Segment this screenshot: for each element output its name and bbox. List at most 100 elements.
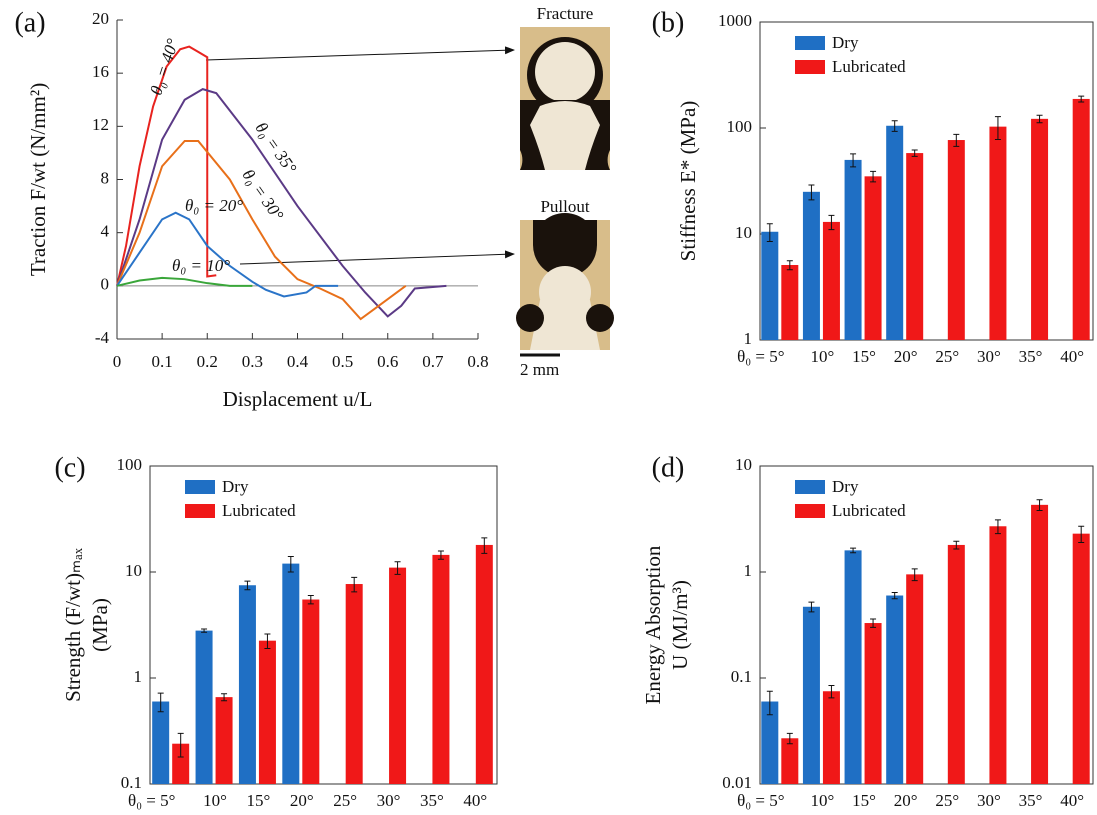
error-bar bbox=[911, 568, 918, 582]
error-bar bbox=[1078, 525, 1085, 543]
legend-label: Dry bbox=[832, 477, 859, 496]
x-tick-label: 0.5 bbox=[332, 352, 353, 371]
x-tick-label: 10° bbox=[811, 347, 835, 366]
plot-frame bbox=[759, 21, 1094, 341]
bar bbox=[844, 550, 862, 784]
y-tick-label: 10 bbox=[125, 561, 142, 580]
x-tick-label: θ₀ = 5° bbox=[737, 347, 784, 366]
bar bbox=[864, 176, 882, 340]
x-tick-label: 35° bbox=[1019, 791, 1043, 810]
legend-label: Dry bbox=[222, 477, 249, 496]
bar bbox=[761, 231, 779, 340]
x-tick-label: 40° bbox=[463, 791, 487, 810]
error-bar bbox=[351, 576, 358, 593]
legend-swatch bbox=[795, 480, 825, 494]
error-bar bbox=[394, 561, 401, 575]
legend-swatch bbox=[795, 60, 825, 74]
y-tick-label: 20 bbox=[92, 9, 109, 28]
x-tick-label: 20° bbox=[894, 347, 918, 366]
fracture-photo bbox=[520, 27, 610, 170]
plot-frame bbox=[149, 465, 498, 785]
legend-swatch bbox=[795, 504, 825, 518]
error-bar bbox=[244, 580, 251, 591]
y-tick-label: 0 bbox=[101, 275, 110, 294]
y-tick-label: 8 bbox=[101, 168, 110, 187]
x-tick-label: 35° bbox=[1019, 347, 1043, 366]
x-tick-label: θ₀ = 5° bbox=[737, 791, 784, 810]
series-label: θ₀ = 30° bbox=[239, 166, 288, 225]
line-series bbox=[116, 45, 217, 287]
error-bar bbox=[437, 550, 444, 560]
bar bbox=[864, 623, 882, 784]
bar bbox=[1072, 98, 1090, 340]
bar bbox=[886, 125, 904, 340]
y-tick-label: 100 bbox=[117, 455, 143, 474]
bar bbox=[172, 743, 190, 784]
bar bbox=[844, 159, 862, 340]
legend-label: Lubricated bbox=[222, 501, 296, 520]
bar bbox=[781, 264, 799, 340]
x-tick-label: 0.3 bbox=[242, 352, 263, 371]
y-tick-label: 1 bbox=[744, 329, 753, 348]
bar bbox=[282, 563, 300, 784]
error-bar bbox=[850, 153, 857, 168]
y-tick-label: 10 bbox=[735, 455, 752, 474]
plot-frame bbox=[759, 465, 1094, 785]
error-bar bbox=[953, 540, 960, 550]
error-bar bbox=[1036, 499, 1043, 512]
x-tick-label: 20° bbox=[290, 791, 314, 810]
legend-swatch bbox=[185, 504, 215, 518]
x-tick-label: 20° bbox=[894, 791, 918, 810]
bar bbox=[906, 574, 924, 784]
error-bar bbox=[870, 618, 877, 628]
bar bbox=[1031, 118, 1049, 340]
x-tick-label: 0 bbox=[113, 352, 122, 371]
panel-label: (d) bbox=[652, 452, 685, 483]
error-bar bbox=[911, 149, 918, 157]
error-bar bbox=[786, 732, 793, 745]
bar bbox=[947, 544, 965, 784]
y-tick-label: 10 bbox=[735, 223, 752, 242]
line-series bbox=[116, 88, 447, 318]
arrow bbox=[239, 250, 515, 265]
error-bar bbox=[766, 223, 773, 242]
y-axis-label: Energy Absorption bbox=[641, 545, 665, 704]
error-bar bbox=[828, 214, 835, 231]
panel-label: (a) bbox=[14, 7, 45, 38]
y-tick-label: 1 bbox=[134, 667, 143, 686]
y-axis-label: U (MJ/m³) bbox=[668, 580, 692, 670]
x-tick-label: 0.6 bbox=[377, 352, 398, 371]
bar bbox=[238, 585, 256, 784]
error-bar bbox=[786, 260, 793, 271]
error-bar bbox=[808, 184, 815, 201]
bar bbox=[802, 191, 820, 340]
error-bar bbox=[994, 519, 1001, 535]
y-tick-label: 100 bbox=[727, 117, 753, 136]
x-axis-label: Displacement u/L bbox=[223, 387, 373, 411]
x-tick-label: 40° bbox=[1060, 347, 1084, 366]
bar bbox=[822, 221, 840, 340]
bar bbox=[886, 595, 904, 784]
error-bar bbox=[953, 133, 960, 147]
x-tick-label: 0.1 bbox=[152, 352, 173, 371]
bar bbox=[906, 153, 924, 340]
x-tick-label: 30° bbox=[377, 791, 401, 810]
error-bar bbox=[808, 601, 815, 613]
x-tick-label: 30° bbox=[977, 791, 1001, 810]
x-tick-label: 0.8 bbox=[467, 352, 488, 371]
x-tick-label: 30° bbox=[977, 347, 1001, 366]
legend-label: Dry bbox=[832, 33, 859, 52]
y-tick-label: 16 bbox=[92, 62, 109, 81]
y-tick-label: 4 bbox=[101, 222, 110, 241]
error-bar bbox=[264, 633, 271, 649]
y-axis-label: Strength (F/wt)ₘₐₓ bbox=[61, 547, 85, 702]
x-tick-label: 25° bbox=[935, 347, 959, 366]
y-tick-label: 0.01 bbox=[722, 773, 752, 792]
bar bbox=[989, 126, 1007, 340]
y-tick-label: 0.1 bbox=[121, 773, 142, 792]
x-tick-label: 0.4 bbox=[287, 352, 309, 371]
x-tick-label: 10° bbox=[203, 791, 227, 810]
error-bar bbox=[481, 537, 488, 554]
panel-label: (c) bbox=[54, 452, 85, 483]
bar bbox=[989, 526, 1007, 784]
